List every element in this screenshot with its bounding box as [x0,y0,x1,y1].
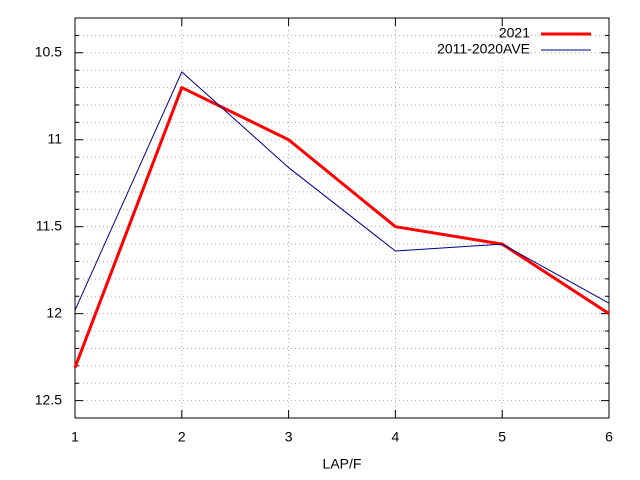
x-tick-label: 5 [498,429,506,445]
y-tick-label: 12.5 [35,391,62,407]
plot-frame [74,17,610,419]
series-line [74,71,610,311]
x-tick-label: 3 [285,429,293,445]
x-tick-label: 2 [178,429,186,445]
x-tick-label: 1 [71,429,79,445]
x-tick-label: 6 [605,429,613,445]
legend-label: 2021 [499,25,530,41]
y-tick-label: 11.5 [36,217,62,233]
series-line [73,86,610,369]
x-tick-label: 4 [392,429,400,445]
x-axis-label: LAP/F [323,456,362,472]
y-tick-label: 11 [47,130,62,146]
y-tick-label: 12 [46,304,62,320]
y-tick-label: 10.5 [35,43,62,59]
legend-label: 2011-2020AVE [437,41,530,57]
